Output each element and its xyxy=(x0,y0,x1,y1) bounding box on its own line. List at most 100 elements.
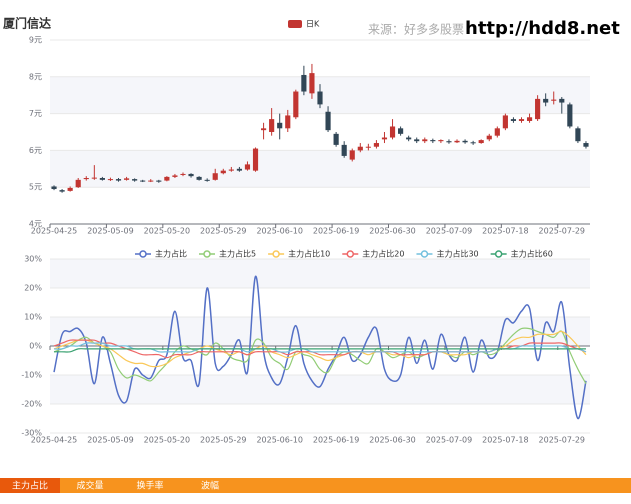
candle-body xyxy=(196,176,202,180)
candle-body xyxy=(67,187,73,191)
x-tick-label: 2025-05-09 xyxy=(87,227,134,236)
split-area xyxy=(50,375,590,404)
candle-body xyxy=(470,142,476,144)
y-tick-label: 4元 xyxy=(29,220,42,229)
candle-body xyxy=(99,178,105,180)
tab[interactable]: 成交量 xyxy=(76,480,103,492)
candle-body xyxy=(583,143,589,147)
y-tick-label: 30% xyxy=(24,255,42,264)
x-tick-label: 2025-04-25 xyxy=(31,227,78,236)
candle-body xyxy=(575,128,581,142)
candle-body xyxy=(309,73,315,94)
candle-body xyxy=(414,139,420,142)
candle-body xyxy=(478,140,484,144)
y-tick-label: 5元 xyxy=(29,183,42,192)
candle-body xyxy=(285,115,291,129)
candle-body xyxy=(132,179,138,181)
candle-body xyxy=(164,176,170,181)
candle-body xyxy=(526,117,533,121)
tab[interactable]: 换手率 xyxy=(136,480,163,492)
y-tick-label: 9元 xyxy=(29,36,42,45)
candle-body xyxy=(373,143,379,147)
candle-body xyxy=(325,111,331,131)
candle-body xyxy=(357,146,363,151)
x-tick-label: 2025-06-10 xyxy=(256,436,303,445)
candle-body xyxy=(502,115,508,129)
tabs: 主力占比 成交量 换手率 波幅 xyxy=(0,478,219,493)
legend-label: 主力占比10 xyxy=(288,249,330,259)
candle-body xyxy=(349,150,355,160)
y-tick-label: 6元 xyxy=(29,146,42,155)
candle-body xyxy=(494,128,500,136)
x-tick-label: 2025-06-30 xyxy=(369,436,416,445)
legend: 主力占比 主力占比5 主力占比10 主力占比20 主力占比30 主力占比60 xyxy=(135,249,553,259)
x-tick-label: 2025-06-10 xyxy=(256,227,303,236)
candle-body xyxy=(518,119,525,121)
legend-label: 主力占比5 xyxy=(219,249,256,259)
x-tick-label: 2025-07-09 xyxy=(426,227,473,236)
y-tick-label: 20% xyxy=(24,284,42,293)
y-tick-label: 10% xyxy=(24,313,42,322)
candle-body xyxy=(261,128,267,131)
candle-body xyxy=(148,180,154,182)
candle-body xyxy=(107,179,114,181)
legend-label: 主力占比60 xyxy=(511,249,553,259)
candle-body xyxy=(430,140,436,142)
y-tick-label: 0% xyxy=(29,342,42,351)
x-tick-label: 2025-07-09 xyxy=(426,436,473,445)
x-tick-label: 2025-05-09 xyxy=(87,436,134,445)
candle-body xyxy=(365,146,371,148)
x-tick-label: 2025-04-25 xyxy=(31,436,78,445)
x-tick-label: 2025-05-29 xyxy=(200,436,247,445)
candle-body xyxy=(115,179,122,181)
legend-marker xyxy=(272,250,280,258)
candle-body xyxy=(277,122,283,129)
x-tick-label: 2025-07-18 xyxy=(482,436,529,445)
tab[interactable]: 波幅 xyxy=(201,480,219,492)
y-tick-label: -20% xyxy=(21,400,42,409)
candle-body xyxy=(381,137,388,140)
candle-body xyxy=(406,137,412,140)
legend-label: 日K xyxy=(306,20,320,29)
y-tick-label: -10% xyxy=(21,371,42,380)
candle-body xyxy=(212,173,218,180)
candle-body xyxy=(389,126,396,138)
candle-body xyxy=(301,74,307,92)
legend: 日K xyxy=(288,20,320,29)
legend-label: 主力占比30 xyxy=(436,249,478,259)
legend-marker xyxy=(420,250,429,258)
candle-body xyxy=(454,140,460,143)
candle-body xyxy=(551,99,557,101)
x-tick-label: 2025-06-19 xyxy=(313,436,360,445)
legend-label: 主力占比20 xyxy=(362,249,404,259)
series-line xyxy=(53,327,587,384)
candle-body xyxy=(236,168,242,171)
watermark: 来源：好多多股票 xyxy=(368,23,464,37)
candle-body xyxy=(333,133,339,145)
candle-body xyxy=(156,180,162,182)
candle-body xyxy=(180,173,186,175)
candle-body xyxy=(91,177,97,179)
candle-body xyxy=(535,98,541,120)
candle-body xyxy=(228,169,234,171)
x-tick-label: 2025-06-30 xyxy=(369,227,416,236)
candle-body xyxy=(438,140,444,142)
candle-body xyxy=(204,179,210,181)
x-tick-label: 2025-07-29 xyxy=(539,436,586,445)
candle-body xyxy=(123,178,130,180)
candle-body xyxy=(462,140,468,143)
candle-body xyxy=(244,164,251,170)
legend-marker xyxy=(139,250,147,258)
y-tick-label: 8元 xyxy=(29,72,42,81)
tab[interactable]: 主力占比 xyxy=(12,480,48,492)
candle-body xyxy=(269,119,275,132)
candle-body xyxy=(543,98,549,103)
candle-body xyxy=(172,175,178,177)
candle-body xyxy=(83,178,89,180)
candle-body xyxy=(59,190,65,192)
candle-body xyxy=(188,173,194,177)
candle-body xyxy=(567,104,573,127)
legend-marker xyxy=(203,250,211,258)
candle-body xyxy=(486,135,492,140)
